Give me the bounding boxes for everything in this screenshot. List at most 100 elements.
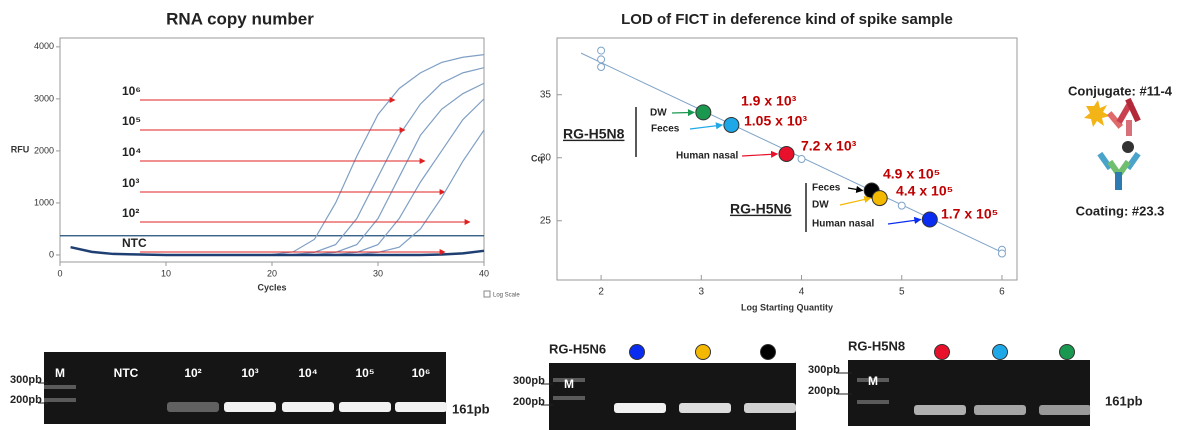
- dna-band: [614, 403, 666, 413]
- band-size-label: 161pb: [452, 401, 490, 416]
- sample-point: [871, 190, 888, 207]
- sample-arrow: [671, 108, 696, 117]
- annotation-label: 10²: [122, 206, 139, 220]
- marker-label: 200pb: [10, 394, 42, 406]
- plot-area: [556, 37, 1018, 281]
- sample-label: 4.9 x 10⁵: [883, 166, 940, 182]
- y-tick-label: 1000: [34, 197, 54, 207]
- x-tick-label: 40: [479, 268, 489, 278]
- chart-title: RNA copy number: [166, 9, 314, 28]
- dna-band: [224, 402, 276, 412]
- dna-band: [395, 402, 447, 412]
- gel-image: [44, 352, 446, 424]
- lane-dot: [629, 344, 645, 360]
- lane-label: NTC: [114, 366, 139, 380]
- lane-label: 10⁶: [412, 366, 431, 380]
- sample-arrow: [689, 122, 724, 130]
- sample-label: 7.2 x 10³: [801, 138, 857, 154]
- y-tick-label: 25: [540, 215, 552, 226]
- lane-label: 10⁴: [298, 366, 317, 380]
- gel-title: RG-H5N6: [549, 341, 606, 356]
- x-tick-label: 2: [598, 287, 604, 298]
- gel-image: [848, 360, 1090, 426]
- y-tick-label: 0: [49, 249, 54, 259]
- marker-band: [857, 378, 889, 382]
- annotation-label: NTC: [122, 236, 147, 250]
- sample-point: [778, 145, 795, 162]
- amplification-curve: [70, 245, 485, 257]
- dna-band: [339, 402, 391, 412]
- x-axis-label: Cycles: [257, 282, 286, 292]
- conjugate-label: Conjugate: #11-4: [1068, 83, 1173, 98]
- y-tick-label: 3000: [34, 93, 54, 103]
- marker-band: [553, 396, 585, 400]
- sample-point: [723, 116, 740, 133]
- standard-point: [897, 201, 906, 210]
- group-label: RG-H5N8: [563, 126, 625, 142]
- sample-label: 1.7 x 10⁵: [941, 206, 998, 222]
- annotation-label: 10⁶: [122, 84, 141, 98]
- dna-band: [679, 403, 731, 413]
- annotation-label: 10⁵: [122, 114, 141, 128]
- x-tick-label: 3: [699, 287, 705, 298]
- x-tick-label: 30: [373, 268, 383, 278]
- y-axis-label: RFU: [11, 144, 30, 154]
- sample-label: 4.4 x 10⁵: [896, 183, 953, 199]
- x-tick-label: 10: [161, 268, 171, 278]
- annotation-label: 10³: [122, 176, 139, 190]
- annotation-label: 10⁴: [122, 145, 141, 159]
- dna-band: [167, 402, 219, 412]
- lane-label: 10⁵: [356, 366, 375, 380]
- x-tick-label: 5: [899, 287, 905, 298]
- chart-title: LOD of FICT in deference kind of spike s…: [621, 11, 953, 28]
- standard-point: [997, 249, 1006, 258]
- sample-point: [695, 104, 712, 121]
- log-scale-checkbox[interactable]: [483, 290, 491, 298]
- marker-band: [44, 385, 76, 389]
- sample-arrow: [847, 185, 864, 193]
- x-tick-label: 20: [267, 268, 277, 278]
- marker-band: [44, 398, 76, 402]
- lane-dot: [992, 344, 1008, 360]
- sample-name: DW: [650, 108, 667, 119]
- x-axis-label: Log Starting Quantity: [741, 302, 833, 312]
- marker-band: [857, 400, 889, 404]
- coating-label: Coating: #23.3: [1076, 203, 1165, 218]
- standard-point: [797, 155, 806, 163]
- lane-label: 10³: [241, 366, 258, 380]
- log-scale-label: Log Scale: [493, 293, 520, 299]
- lane-dot: [934, 344, 950, 360]
- standard-point: [597, 46, 606, 55]
- antibody-icons: [1084, 97, 1141, 190]
- gel-title: RG-H5N8: [848, 338, 905, 353]
- lane-dot: [760, 344, 776, 360]
- y-tick-label: 30: [540, 152, 552, 163]
- sample-name: Human nasal: [676, 151, 738, 162]
- lane-dot: [1059, 344, 1075, 360]
- marker-band: [553, 378, 585, 382]
- amplification-curve: [70, 82, 485, 256]
- marker-label: 300pb: [10, 374, 42, 386]
- marker-label: 200pb: [808, 385, 840, 397]
- standard-point: [597, 55, 606, 64]
- y-tick-label: 35: [540, 89, 552, 100]
- group-label: RG-H5N6: [730, 201, 792, 217]
- y-tick-label: 2000: [34, 145, 54, 155]
- dna-band: [744, 403, 796, 413]
- marker-label: 300pb: [808, 364, 840, 376]
- lane-label: 10²: [184, 366, 201, 380]
- sample-label: 1.9 x 10³: [741, 93, 797, 109]
- x-tick-label: 4: [799, 287, 805, 298]
- sample-label: 1.05 x 10³: [744, 113, 807, 129]
- sample-arrow: [741, 150, 779, 158]
- dna-band: [974, 405, 1026, 415]
- dna-band: [282, 402, 334, 412]
- band-size-label: 161pb: [1105, 393, 1143, 408]
- lane-label: M: [564, 377, 574, 391]
- marker-label: 300pb: [513, 375, 545, 387]
- sample-name: Feces: [651, 124, 680, 135]
- y-axis-label: Cq: [531, 153, 543, 163]
- dna-band: [1039, 405, 1091, 415]
- lane-label: M: [868, 374, 878, 388]
